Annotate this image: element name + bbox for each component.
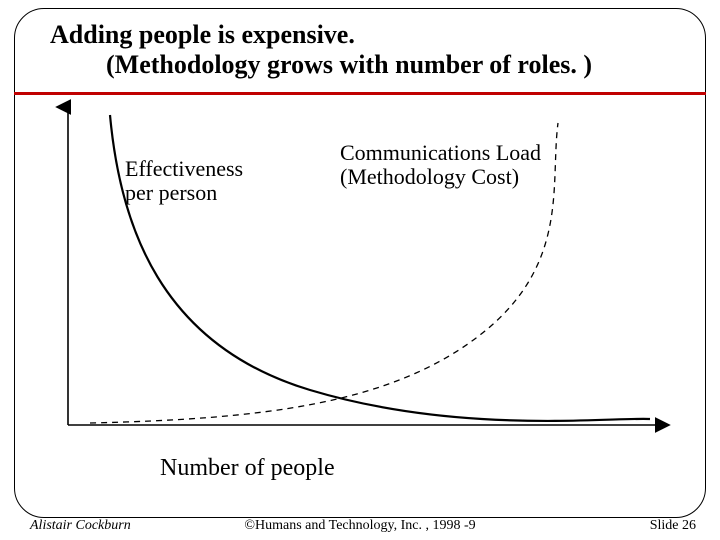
label-effectiveness: Effectivenessper person [125, 157, 243, 205]
footer-copyright: ©Humans and Technology, Inc. , 1998 -9 [0, 518, 720, 534]
title-line-1: Adding people is expensive. [50, 20, 680, 50]
title-underline [14, 92, 706, 95]
label-communications: Communications Load(Methodology Cost) [340, 141, 541, 189]
title-block: Adding people is expensive. (Methodology… [50, 20, 680, 80]
title-line-2: (Methodology grows with number of roles.… [50, 50, 680, 80]
chart-area: Effectivenessper person Communications L… [50, 105, 670, 445]
footer: Alistair Cockburn ©Humans and Technology… [0, 518, 720, 536]
slide: Adding people is expensive. (Methodology… [0, 0, 720, 540]
x-axis-label: Number of people [160, 455, 335, 482]
footer-slide-number: Slide 26 [650, 518, 696, 534]
